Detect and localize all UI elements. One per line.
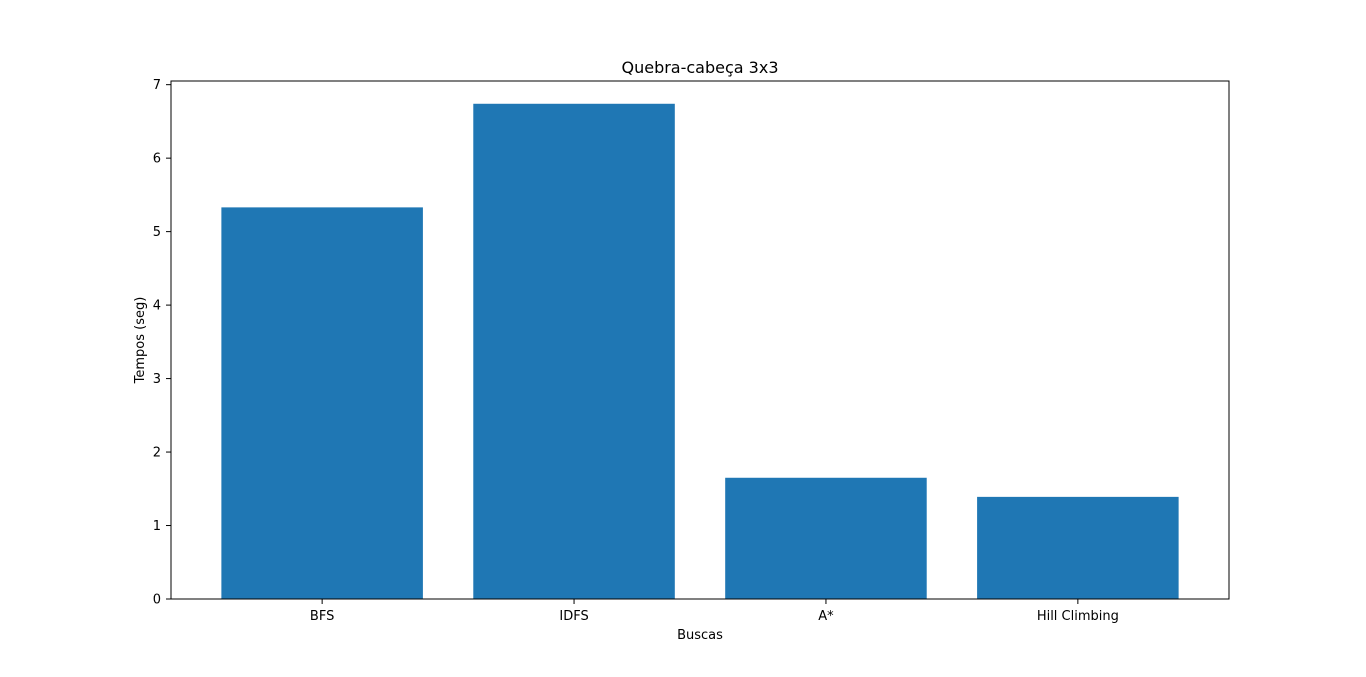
x-tick-label: IDFS xyxy=(559,609,588,624)
y-tick-label: 5 xyxy=(153,225,161,240)
y-axis-label: Tempos (seg) xyxy=(133,297,148,385)
x-tick-label: Hill Climbing xyxy=(1037,609,1119,624)
bar-2 xyxy=(725,477,927,599)
bar-3 xyxy=(977,496,1179,599)
y-tick-label: 0 xyxy=(153,593,161,608)
y-tick-label: 3 xyxy=(153,372,161,387)
x-axis-ticks: BFS IDFS A* Hill Climbing xyxy=(310,599,1119,624)
bar-1 xyxy=(473,103,675,599)
chart-title: Quebra-cabeça 3x3 xyxy=(621,58,778,77)
y-tick-label: 4 xyxy=(153,299,161,314)
x-axis-label: Buscas xyxy=(677,628,723,643)
y-axis-ticks: 0 1 2 3 4 5 6 7 xyxy=(153,78,171,608)
bar-0 xyxy=(221,207,423,599)
y-tick-label: 6 xyxy=(153,152,161,167)
y-tick-label: 1 xyxy=(153,519,161,534)
bars-group xyxy=(221,103,1179,599)
x-tick-label: A* xyxy=(818,609,834,624)
y-tick-label: 2 xyxy=(153,446,161,461)
x-tick-label: BFS xyxy=(310,609,334,624)
plot-frame xyxy=(170,80,1230,600)
y-tick-label: 7 xyxy=(153,78,161,93)
